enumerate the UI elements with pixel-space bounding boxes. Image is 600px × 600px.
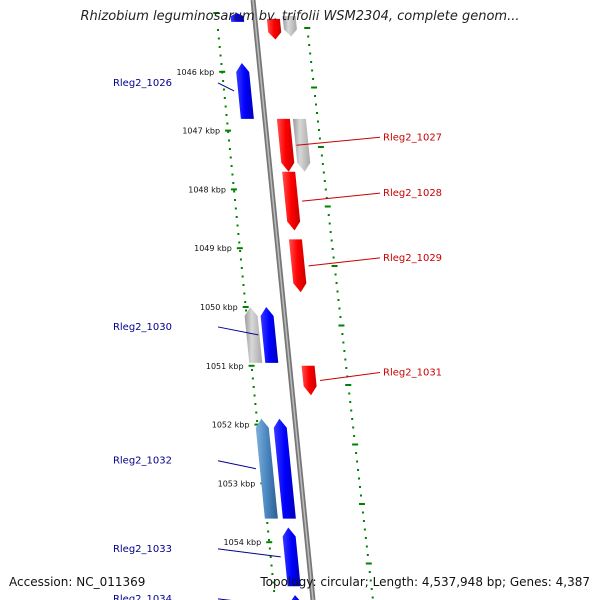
gene-label[interactable]: Rleg2_1027 bbox=[383, 132, 442, 143]
gene-label[interactable]: Rleg2_1029 bbox=[383, 253, 442, 264]
ruler-label: 1051 kbp bbox=[206, 362, 244, 371]
gene-arrow[interactable] bbox=[301, 365, 317, 396]
gene-label-leader bbox=[296, 136, 381, 146]
outer-tick-ring bbox=[304, 27, 374, 599]
kbp-ruler: 1046 kbp 1047 kbp 1048 kbp 1049 kbp 1050 kbp… bbox=[176, 12, 276, 592]
gene-arrow[interactable] bbox=[260, 307, 279, 363]
genome-backbone bbox=[250, 0, 316, 600]
gene-label-leader bbox=[302, 192, 381, 202]
ruler-label: 1054 kbp bbox=[224, 538, 262, 547]
gene-label-leader bbox=[217, 82, 235, 92]
gene-arrow[interactable] bbox=[289, 595, 304, 600]
gene-label[interactable]: Rleg2_1033 bbox=[113, 544, 172, 555]
gene-label-leader bbox=[319, 372, 381, 381]
gene-label[interactable]: Rleg2_1030 bbox=[113, 322, 172, 333]
gene-arrow[interactable] bbox=[282, 171, 301, 231]
gene-label-leader bbox=[308, 257, 381, 267]
ruler-label: 1049 kbp bbox=[194, 244, 232, 253]
gene-arrow[interactable] bbox=[276, 118, 295, 172]
ruler-label: 1047 kbp bbox=[182, 127, 220, 136]
gene-track bbox=[230, 13, 317, 600]
gene-arrow[interactable] bbox=[282, 527, 301, 587]
gene-label-leader bbox=[217, 460, 256, 470]
gene-arrow[interactable] bbox=[230, 13, 245, 22]
gene-arrow[interactable] bbox=[236, 62, 254, 119]
gene-arrow[interactable] bbox=[266, 18, 282, 40]
gene-label[interactable]: Rleg2_1026 bbox=[113, 78, 172, 89]
ruler-label: 1048 kbp bbox=[188, 185, 226, 194]
ruler-label: 1053 kbp bbox=[218, 479, 256, 488]
gene-arrow[interactable] bbox=[273, 418, 296, 519]
gene-arrow[interactable] bbox=[255, 418, 278, 519]
ruler-label: 1052 kbp bbox=[212, 421, 250, 430]
gene-label[interactable]: Rleg2_1031 bbox=[383, 368, 442, 379]
ruler-label: 1050 kbp bbox=[200, 303, 238, 312]
gene-labels: Rleg2_1026 Rleg2_1027 Rleg2_1028 Rleg2_1029… bbox=[113, 78, 442, 600]
gene-label[interactable]: Rleg2_1034 bbox=[113, 594, 172, 600]
gene-label-leader bbox=[217, 326, 259, 336]
gene-label[interactable]: Rleg2_1032 bbox=[113, 456, 172, 467]
gene-label-leader bbox=[217, 548, 281, 558]
accession-text: Accession: NC_011369 bbox=[9, 575, 146, 589]
summary-text: Topology: circular; Length: 4,537,948 bp… bbox=[260, 575, 590, 589]
gene-arrow[interactable] bbox=[282, 15, 297, 37]
gene-label[interactable]: Rleg2_1028 bbox=[383, 188, 442, 199]
ruler-label: 1046 kbp bbox=[176, 68, 214, 77]
map-title: Rhizobium leguminosarum bv. trifolii WSM… bbox=[80, 9, 520, 24]
gene-arrow[interactable] bbox=[288, 239, 307, 293]
backbone-highlight bbox=[252, 0, 314, 600]
gene-arrow[interactable] bbox=[244, 307, 263, 363]
